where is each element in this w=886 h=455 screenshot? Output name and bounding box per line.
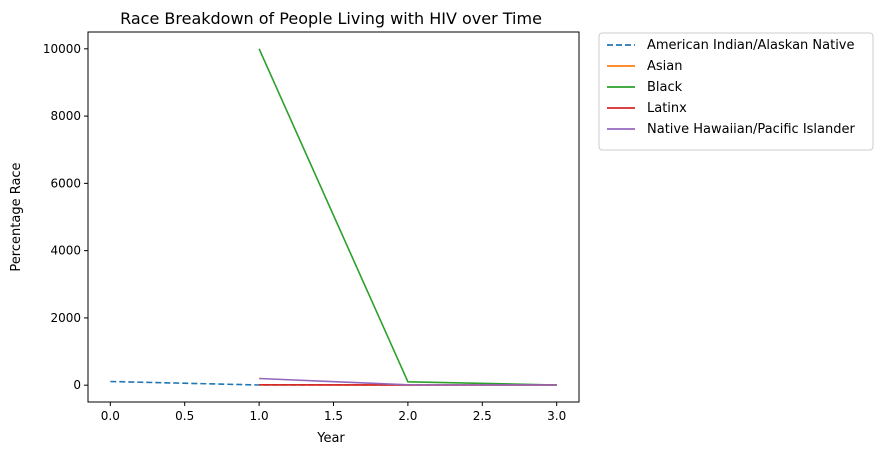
- x-tick-label: 1.5: [324, 409, 343, 423]
- chart-title: Race Breakdown of People Living with HIV…: [120, 9, 542, 28]
- x-tick-label: 3.0: [547, 409, 566, 423]
- x-tick-label: 0.0: [101, 409, 120, 423]
- legend: American Indian/Alaskan Native Asian Black…: [598, 32, 874, 151]
- y-tick-label: 6000: [50, 176, 81, 190]
- y-axis: 0 2000 4000 6000 8000 10000: [43, 42, 88, 392]
- y-tick-label: 2000: [50, 311, 81, 325]
- x-tick-label: 1.0: [250, 409, 269, 423]
- x-axis-label: Year: [316, 431, 345, 446]
- series-line-5: [259, 377, 557, 386]
- plot-area: [110, 48, 557, 386]
- x-axis: 0.0 0.5 1.0 1.5 2.0 2.5 3.0: [101, 402, 566, 423]
- x-tick-label: 2.0: [398, 409, 417, 423]
- x-tick-label: 2.5: [473, 409, 492, 423]
- y-tick-label: 0: [73, 378, 81, 392]
- y-axis-label: Percentage Race: [9, 162, 24, 271]
- legend-label: American Indian/Alaskan Native: [647, 38, 855, 53]
- y-tick-label: 10000: [43, 42, 81, 56]
- legend-box: [598, 32, 874, 151]
- x-tick-label: 0.5: [175, 409, 194, 423]
- y-tick-label: 4000: [50, 244, 81, 258]
- series-line-3: [258, 48, 557, 386]
- legend-label: Black: [647, 80, 683, 95]
- legend-label: Native Hawaiian/Pacific Islander: [647, 122, 855, 137]
- legend-label: Asian: [647, 59, 682, 74]
- legend-label: Latinx: [647, 101, 687, 116]
- y-tick-label: 8000: [50, 109, 81, 123]
